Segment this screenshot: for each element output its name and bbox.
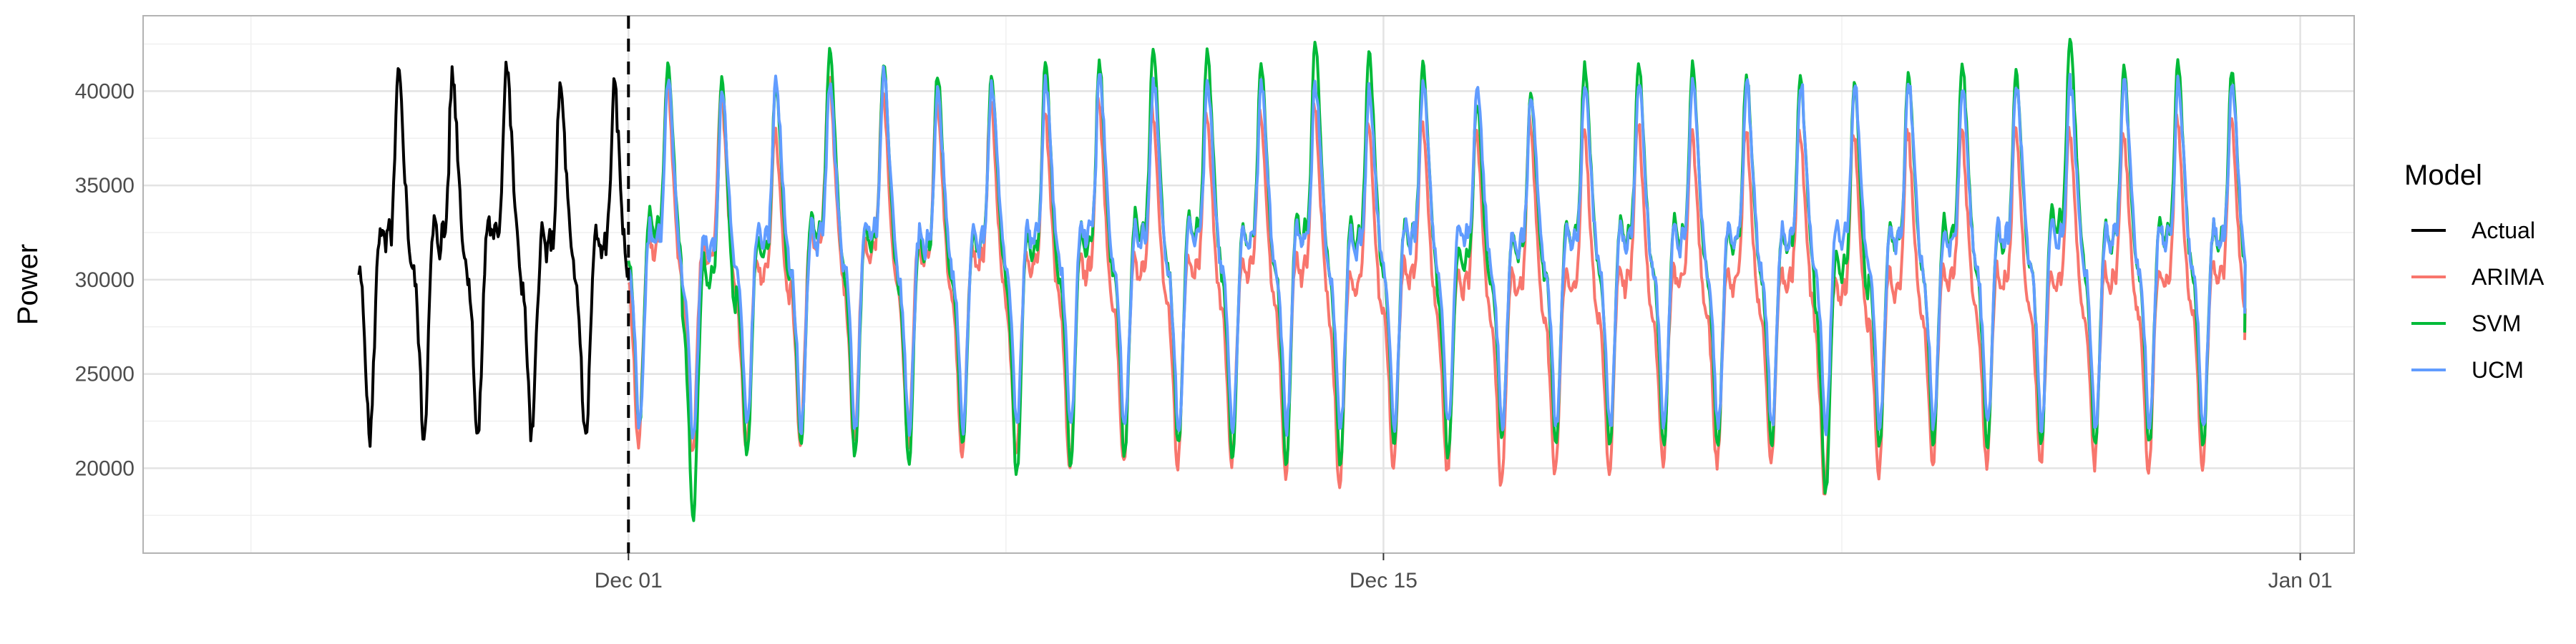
legend-label-ucm: UCM [2472, 357, 2524, 383]
legend-title: Model [2404, 160, 2482, 191]
y-tick-label: 20000 [75, 457, 135, 480]
x-axis: Dec 01 Dec 15 Jan 01 [595, 553, 2333, 592]
panel-border [142, 15, 2355, 554]
series-layer [357, 37, 2247, 522]
x-tick-label: Dec 15 [1350, 569, 1418, 592]
y-tick-label: 25000 [75, 363, 135, 386]
series-line-actual [357, 60, 629, 448]
series-line-svm [627, 37, 2247, 522]
y-tick-label: 30000 [75, 268, 135, 292]
x-tick-label: Jan 01 [2268, 569, 2333, 592]
legend-label-actual: Actual [2472, 218, 2535, 243]
legend-label-arima: ARIMA [2472, 264, 2545, 290]
y-axis-title: Power [12, 244, 44, 325]
y-axis: 20000 25000 30000 35000 40000 [75, 79, 135, 480]
y-tick-label: 35000 [75, 174, 135, 197]
x-tick-label: Dec 01 [595, 569, 663, 592]
y-tick-label: 40000 [75, 79, 135, 103]
series-line-ucm [627, 65, 2247, 440]
legend-label-svm: SVM [2472, 311, 2521, 336]
legend: Model Actual ARIMA SVM UCM [2404, 160, 2545, 383]
